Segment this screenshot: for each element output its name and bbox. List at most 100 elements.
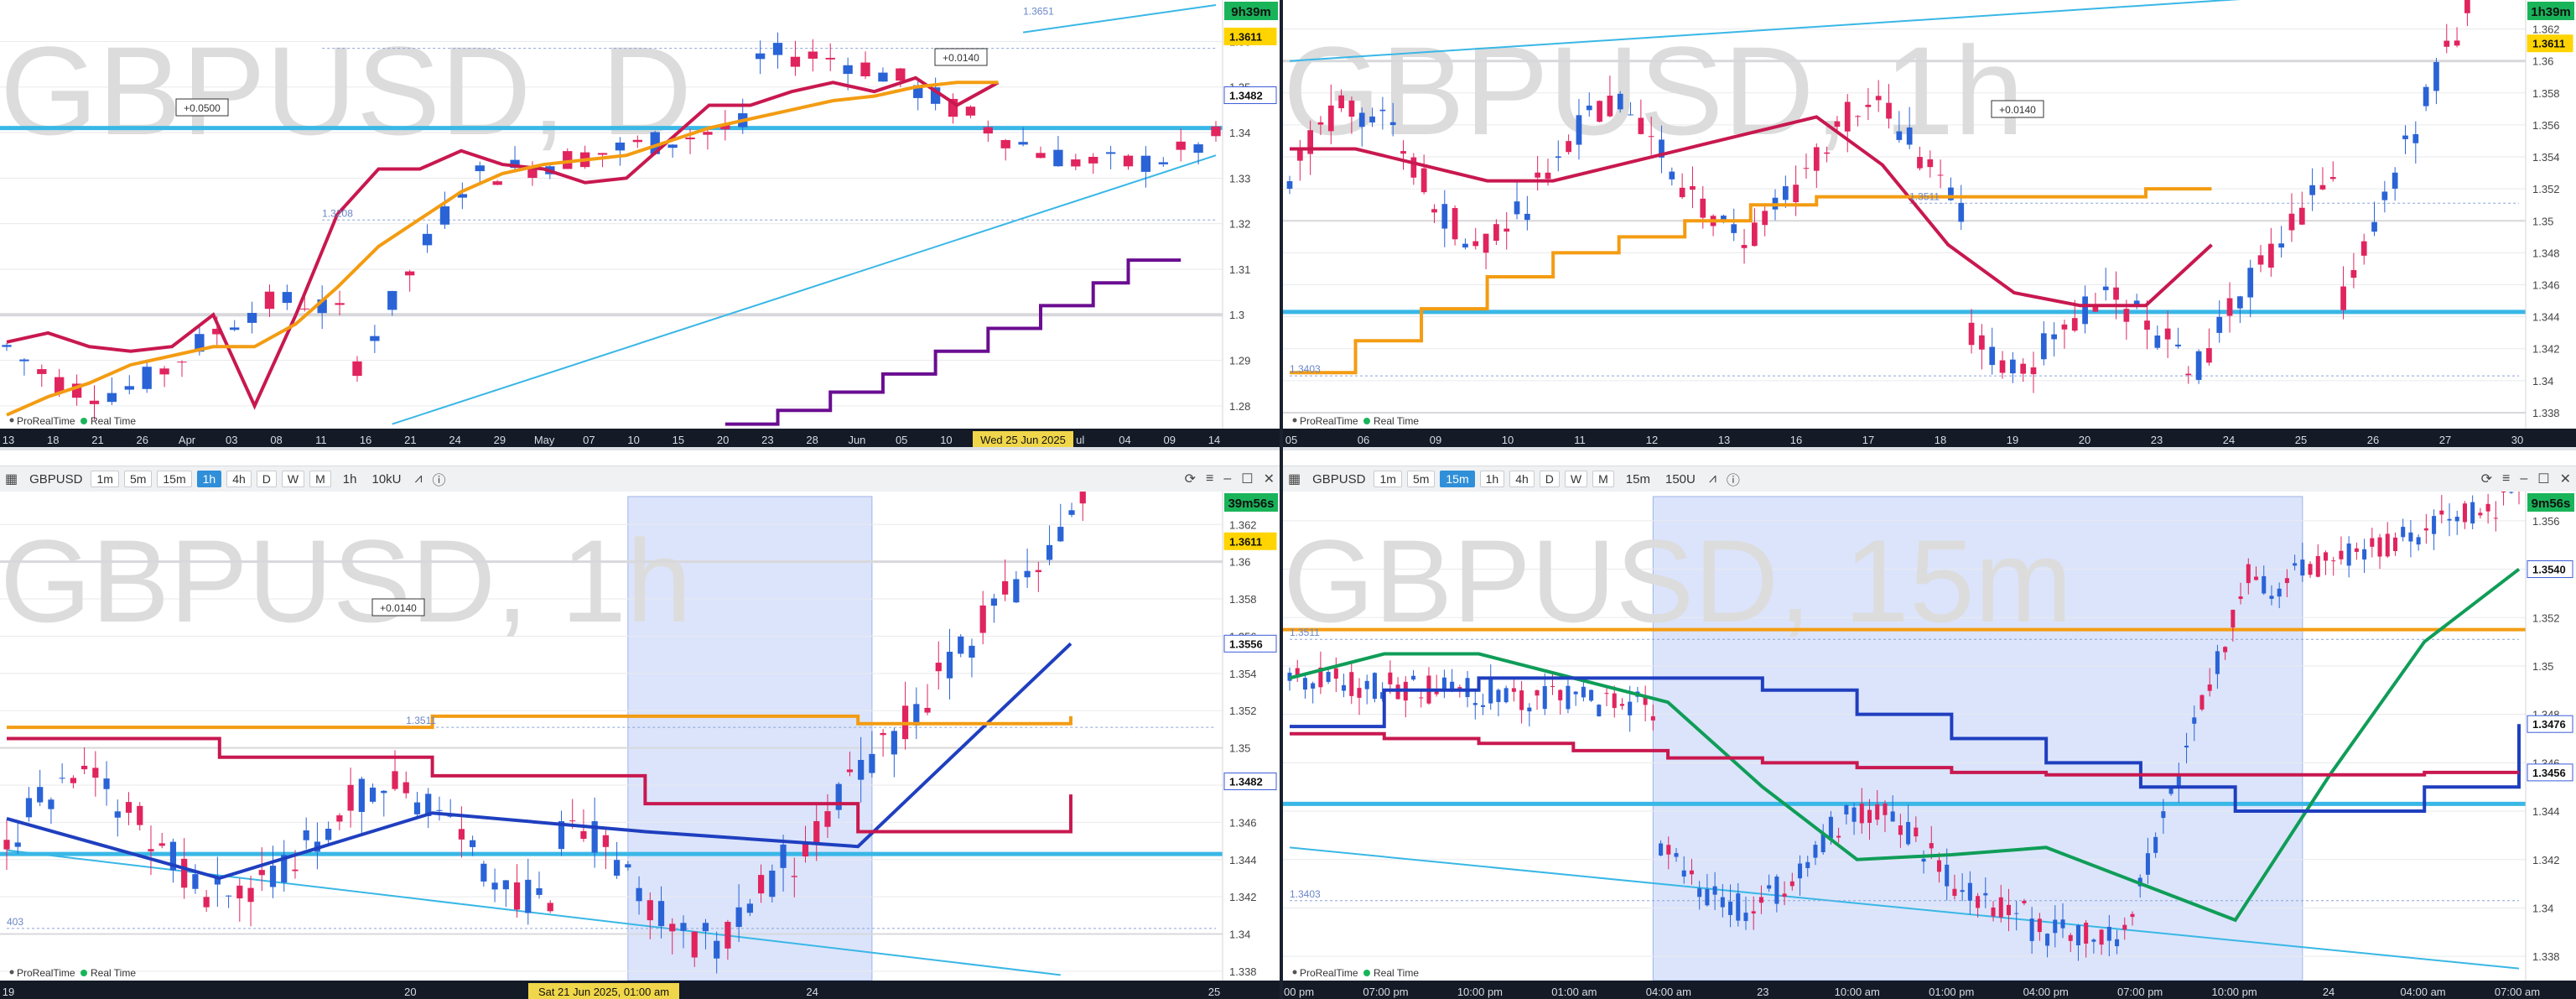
sync-icon[interactable]: ⟳ — [1184, 472, 1196, 486]
panel-divider-vertical[interactable] — [1280, 0, 1283, 999]
candle-body — [858, 759, 865, 780]
chart-type-icon[interactable]: ⩘ — [1708, 471, 1716, 486]
maximize-icon[interactable]: ☐ — [1241, 472, 1254, 486]
layout-icon[interactable]: ▦ — [5, 472, 18, 486]
candle-body — [536, 887, 543, 895]
hourly-bottom-chart-svg[interactable]: 1.3621.361.3581.3561.3541.3521.351.3481.… — [0, 492, 1280, 999]
units-selector[interactable]: 150U — [1665, 471, 1696, 486]
tf-5m[interactable]: 5m — [123, 471, 153, 487]
candle-body — [1545, 172, 1551, 180]
price-badge-label: 1.3556 — [1229, 637, 1263, 650]
candle-body — [1852, 807, 1857, 822]
candle-body — [203, 897, 210, 908]
chart-panel-15m[interactable]: 1.3561.3541.3521.351.3481.3461.3441.3421… — [1283, 492, 2576, 999]
candle-body — [1813, 845, 1818, 858]
candle-body — [436, 809, 443, 811]
layout-icon[interactable]: ▦ — [1288, 472, 1301, 486]
candle-body — [1604, 693, 1609, 695]
candle-body — [1483, 233, 1489, 253]
tf-m[interactable]: M — [1592, 471, 1614, 487]
candle-body — [2433, 61, 2439, 91]
date-badge-label: Sat 21 Jun 2025, 01:00 am — [538, 986, 669, 998]
candle-body — [2029, 918, 2034, 941]
date-tick-label: 13 — [3, 434, 14, 446]
tf-w[interactable]: W — [1564, 471, 1588, 487]
tf-1m[interactable]: 1m — [1374, 471, 1402, 487]
candle-body — [1898, 825, 1903, 835]
price-badge-label: 1.3540 — [2532, 564, 2566, 576]
candle-body — [247, 887, 254, 903]
candle-body — [1875, 96, 1882, 101]
close-icon[interactable]: ✕ — [2559, 472, 2571, 486]
minimize-icon[interactable]: – — [1223, 471, 1232, 486]
info-icon[interactable]: ⓘ — [432, 474, 446, 488]
candle-body — [1712, 886, 1717, 895]
info-icon[interactable]: ⓘ — [1726, 474, 1740, 488]
chart-panel-daily[interactable]: 1.361.351.341.331.321.311.31.291.28GBPUS… — [0, 0, 1280, 447]
daily-chart-svg[interactable]: 1.361.351.341.331.321.311.31.291.28GBPUS… — [0, 0, 1280, 447]
price-tick-label: 1.352 — [1229, 705, 1257, 717]
m15-chart-svg[interactable]: 1.3561.3541.3521.351.3481.3461.3441.3421… — [1283, 492, 2576, 999]
candle-body — [558, 821, 565, 850]
symbol-selector[interactable]: GBPUSD — [1312, 471, 1366, 486]
candle-body — [569, 820, 576, 822]
tf-15m[interactable]: 15m — [157, 471, 192, 487]
hourly-chart-svg[interactable]: 1.362 1.36 1.358 1.356 1.354 1.352 1.35 1.348 1.… — [1283, 0, 2576, 447]
price-badge-label: 1.3482 — [1229, 776, 1263, 788]
interval-selector[interactable]: 15m — [1625, 471, 1650, 486]
date-tick-label: May — [534, 434, 555, 446]
menu-icon[interactable]: ≡ — [1206, 471, 1214, 486]
candle-body — [1836, 835, 1841, 838]
candle-body — [1945, 864, 1950, 887]
minimize-icon[interactable]: – — [2520, 471, 2528, 486]
tf-4h[interactable]: 4h — [1509, 471, 1535, 487]
interval-selector[interactable]: 1h — [342, 471, 357, 486]
candle-body — [1307, 130, 1313, 154]
tf-d[interactable]: D — [256, 471, 277, 487]
sync-icon[interactable]: ⟳ — [2480, 472, 2492, 486]
candle-body — [281, 855, 288, 883]
price-tick-label: 1.342 — [2532, 343, 2560, 356]
realtime-dot-icon — [80, 970, 87, 976]
close-icon[interactable]: ✕ — [1263, 472, 1275, 486]
candle-body — [258, 870, 265, 876]
price-badge — [2527, 763, 2573, 782]
tf-w[interactable]: W — [281, 471, 305, 487]
menu-icon[interactable]: ≡ — [2502, 471, 2511, 486]
series-line — [1290, 115, 2213, 308]
tf-15m[interactable]: 15m — [1440, 471, 1475, 487]
chart-panel-1h-top[interactable]: 1.362 1.36 1.358 1.356 1.354 1.352 1.35 1.348 1.… — [1283, 0, 2576, 447]
units-selector[interactable]: 10kU — [371, 471, 402, 486]
symbol-watermark: GBPUSD, 1h — [0, 515, 692, 647]
candle-body — [667, 144, 678, 148]
candle-body — [2319, 185, 2326, 190]
date-tick-label: 20 — [404, 986, 416, 998]
symbol-selector[interactable]: GBPUSD — [29, 471, 83, 486]
chart-panel-1h-bottom[interactable]: 1.3621.361.3581.3561.3541.3521.351.3481.… — [0, 492, 1280, 999]
chart-type-icon[interactable]: ⩘ — [414, 471, 423, 486]
candle-body — [1295, 668, 1300, 678]
tf-d[interactable]: D — [1539, 471, 1560, 487]
tf-4h[interactable]: 4h — [226, 471, 252, 487]
candle-body — [55, 377, 65, 393]
candle-body — [2133, 300, 2140, 305]
tf-1h[interactable]: 1h — [196, 471, 222, 487]
signal-icon — [9, 418, 14, 423]
maximize-icon[interactable]: ☐ — [2537, 472, 2550, 486]
candle-body — [1979, 335, 1985, 350]
tf-1h[interactable]: 1h — [1479, 471, 1505, 487]
candle-body — [303, 830, 309, 840]
candle-body — [1721, 216, 1727, 222]
tf-m[interactable]: M — [309, 471, 331, 487]
candle-body — [2278, 243, 2285, 248]
candle-body — [2068, 934, 2073, 941]
candle-body — [1855, 116, 1861, 117]
tf-1m[interactable]: 1m — [91, 471, 119, 487]
candle-body — [1358, 112, 1365, 127]
tf-5m[interactable]: 5m — [1406, 471, 1436, 487]
provider-label: ProRealTime — [1300, 415, 1358, 427]
signal-icon — [1292, 970, 1297, 975]
candle-body — [2331, 560, 2336, 562]
candle-body — [48, 799, 55, 809]
candle-body — [2215, 651, 2220, 674]
